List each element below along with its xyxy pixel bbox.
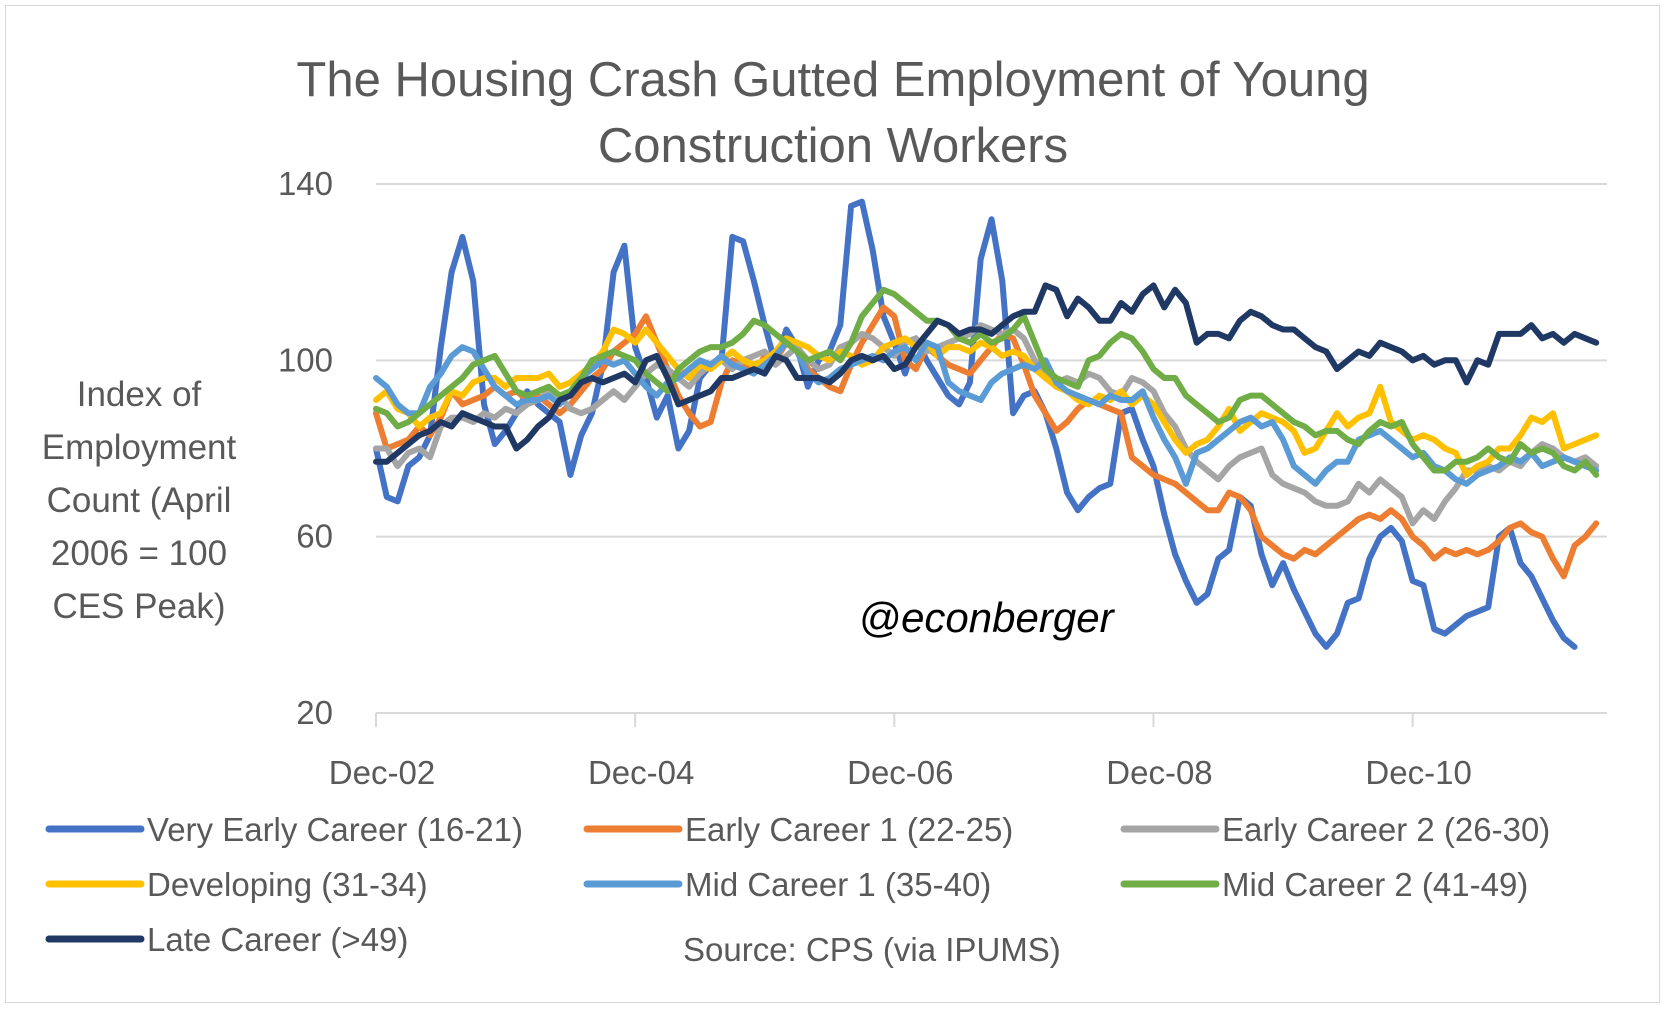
- x-axis: Dec-02 Dec-04 Dec-06 Dec-08 Dec-10: [329, 712, 1607, 791]
- chart-title: The Housing Crash Gutted Employment of Y…: [296, 53, 1369, 173]
- chart-container: The Housing Crash Gutted Employment of Y…: [5, 5, 1660, 1003]
- legend-label: Early Career 1 (22-25): [685, 811, 1013, 848]
- x-tick-label: Dec-10: [1365, 754, 1471, 791]
- legend-label: Very Early Career (16-21): [147, 811, 523, 848]
- x-tick-label: Dec-08: [1106, 754, 1212, 791]
- y-tick-label: 60: [296, 518, 333, 555]
- series-line-7: [373, 282, 1600, 465]
- series-line-1: [373, 198, 1578, 650]
- legend-label: Late Career (>49): [147, 921, 408, 958]
- source-note: Source: CPS (via IPUMS): [683, 931, 1061, 968]
- legend: Very Early Career (16-21) Early Career 1 …: [45, 811, 1550, 958]
- legend-label: Mid Career 2 (41-49): [1222, 866, 1528, 903]
- y-tick-label: 140: [278, 165, 333, 202]
- watermark-text: @econberger: [858, 594, 1115, 641]
- x-tick-label: Dec-02: [329, 754, 435, 791]
- x-tick-label: Dec-04: [588, 754, 694, 791]
- gridlines: [376, 183, 1607, 538]
- y-axis-title-line-2: Employment: [42, 428, 237, 467]
- x-tick-label: Dec-06: [847, 754, 953, 791]
- y-tick-label: 20: [296, 694, 333, 731]
- chart-title-line-2: Construction Workers: [598, 119, 1068, 173]
- legend-label: Early Career 2 (26-30): [1222, 811, 1550, 848]
- y-axis-title-line-5: CES Peak): [52, 587, 225, 626]
- data-series: [373, 198, 1600, 650]
- y-axis-title-line-3: Count (April: [47, 481, 232, 520]
- y-axis-title: Index of Employment Count (April 2006 = …: [42, 375, 237, 626]
- series-line-2: [373, 304, 1600, 580]
- line-chart: The Housing Crash Gutted Employment of Y…: [42, 53, 1607, 968]
- y-axis-ticks: 20 60 100 140: [278, 165, 333, 731]
- legend-label: Mid Career 1 (35-40): [685, 866, 991, 903]
- legend-label: Developing (31-34): [147, 866, 428, 903]
- y-tick-label: 100: [278, 341, 333, 378]
- chart-title-line-1: The Housing Crash Gutted Employment of Y…: [296, 53, 1369, 107]
- series-line-3: [373, 322, 1600, 527]
- y-axis-title-line-4: 2006 = 100: [51, 534, 227, 573]
- y-axis-title-line-1: Index of: [77, 375, 202, 414]
